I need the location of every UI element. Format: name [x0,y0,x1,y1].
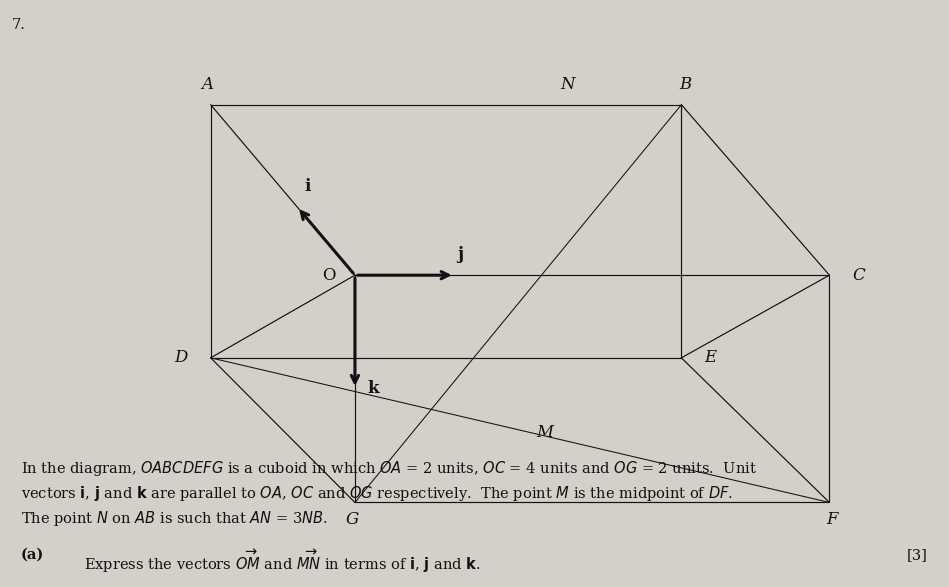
Text: M: M [536,424,553,441]
Text: vectors $\mathbf{i}$, $\mathbf{j}$ and $\mathbf{k}$ are parallel to $OA$, $OC$ a: vectors $\mathbf{i}$, $\mathbf{j}$ and $… [21,484,733,503]
Text: C: C [852,266,865,284]
Text: G: G [346,511,360,528]
Text: i: i [305,178,311,195]
Text: 7.: 7. [11,18,26,32]
Text: j: j [456,246,463,263]
Text: (a): (a) [21,548,44,562]
Text: The point $N$ on $AB$ is such that $AN$ = 3$NB$.: The point $N$ on $AB$ is such that $AN$ … [21,509,327,528]
Text: A: A [201,76,213,93]
Text: N: N [560,76,575,93]
Text: Express the vectors $\overrightarrow{OM}$ and $\overrightarrow{MN}$ in terms of : Express the vectors $\overrightarrow{OM}… [84,548,480,575]
Text: D: D [175,349,188,366]
Text: [3]: [3] [907,548,928,562]
Text: F: F [826,511,837,528]
Text: B: B [679,76,691,93]
Text: k: k [367,380,379,397]
Text: In the diagram, $OABCDEFG$ is a cuboid in which $OA$ = 2 units, $OC$ = 4 units a: In the diagram, $OABCDEFG$ is a cuboid i… [21,459,756,478]
Text: E: E [704,349,716,366]
Text: O: O [323,266,336,284]
